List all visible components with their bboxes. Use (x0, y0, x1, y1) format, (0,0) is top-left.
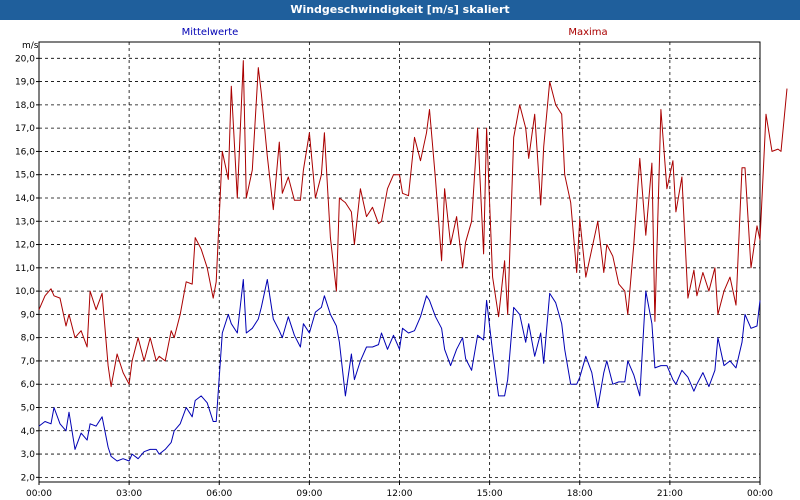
wind-speed-chart: 2,0 3,0 4,0 5,0 6,0 7,0 8,0 9,0 10,0 11,0 12,0 13,0… (15, 27, 788, 499)
y-tick-label: 8,0 (21, 334, 36, 344)
x-tick-time: 03:00 (116, 489, 142, 499)
y-tick-label: 20,0 (15, 54, 35, 64)
y-tick-label: 13,0 (15, 217, 35, 227)
series-line-mittelwerte (38, 279, 761, 462)
x-tick-time: 00:00 (26, 489, 52, 499)
y-tick-label: 2,0 (21, 473, 36, 483)
x-tick-time: 09:00 (296, 489, 322, 499)
x-tick-time: 12:00 (387, 489, 413, 499)
y-tick-label: 14,0 (15, 194, 35, 204)
y-axis-unit: m/s (22, 41, 39, 51)
data-series (38, 60, 788, 462)
y-tick-label: 4,0 (21, 427, 36, 437)
x-tick-time: 06:00 (206, 489, 232, 499)
x-tick-time: 21:00 (657, 489, 683, 499)
x-tick-time: 00:00 (747, 489, 773, 499)
y-tick-label: 11,0 (15, 264, 35, 274)
y-tick-label: 17,0 (15, 124, 35, 134)
series-line-maxima (38, 60, 788, 388)
y-tick-label: 6,0 (21, 380, 36, 390)
y-tick-label: 3,0 (21, 450, 36, 460)
y-tick-label: 16,0 (15, 147, 35, 157)
y-tick-label: 7,0 (21, 357, 36, 367)
window-title: Windgeschwindigkeit [m/s] skaliert (0, 0, 800, 20)
y-tick-label: 15,0 (15, 171, 35, 181)
y-axis-ticks: 2,0 3,0 4,0 5,0 6,0 7,0 8,0 9,0 10,0 11,0 12,0 13,0… (15, 54, 39, 483)
x-tick-time: 18:00 (567, 489, 593, 499)
y-tick-label: 12,0 (15, 241, 35, 251)
x-axis-ticks: 00:0007.03.1903:0007.03.1906:0007.03.190… (26, 482, 773, 499)
y-tick-label: 19,0 (15, 78, 35, 88)
y-tick-label: 9,0 (21, 310, 36, 320)
y-tick-label: 18,0 (15, 101, 35, 111)
grid-lines (39, 42, 760, 482)
y-tick-label: 10,0 (15, 287, 35, 297)
legend-mittelwerte: Mittelwerte (182, 27, 239, 38)
legend-maxima: Maxima (568, 27, 607, 38)
x-tick-time: 15:00 (477, 489, 503, 499)
y-tick-label: 5,0 (21, 404, 36, 414)
